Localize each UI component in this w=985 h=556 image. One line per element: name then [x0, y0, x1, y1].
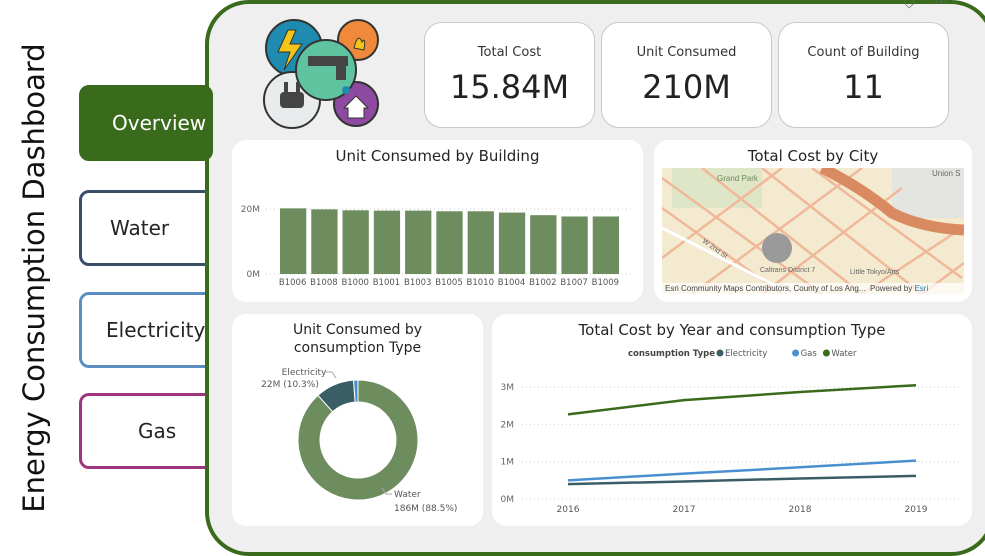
bar: [530, 215, 557, 274]
map-attribution: Esri Community Maps Contributors, County…: [662, 283, 964, 294]
donut-slice: [352, 379, 359, 403]
bar: [592, 216, 619, 274]
leader-line: [324, 371, 337, 379]
nav-label: Gas: [138, 419, 177, 443]
y-tick-label: 2M: [501, 420, 515, 430]
bar: [280, 208, 307, 274]
donut-slice: [297, 379, 419, 501]
x-tick-label: B1001: [373, 278, 400, 288]
x-tick-label: 2019: [905, 505, 928, 515]
series-line: [567, 474, 917, 486]
x-tick-label: B1008: [310, 278, 337, 288]
legend-marker: [822, 349, 830, 357]
dashboard-title: Energy Consumption Dashboard: [17, 43, 51, 513]
bar: [405, 210, 432, 274]
energy-logo: [263, 19, 379, 129]
leader-line: [381, 487, 392, 495]
filter-icon[interactable]: ⛉: [904, 0, 915, 12]
x-tick-label: B1002: [529, 278, 556, 288]
map-card: Total Cost by City Grand Park Union S W …: [654, 140, 972, 302]
bar: [436, 211, 463, 274]
chart-title: Total Cost by Year and consumption Type: [578, 321, 886, 339]
legend-title: consumption Type: [628, 349, 715, 359]
map-label: Union S: [932, 169, 960, 178]
faucet-icon: [295, 39, 357, 101]
map-bubble[interactable]: [762, 233, 792, 263]
bar: [311, 209, 338, 274]
legend-label: Gas: [801, 349, 818, 359]
bar: [498, 212, 526, 274]
bar: [467, 211, 494, 274]
kpi-total-cost: Total Cost 15.84M: [424, 22, 595, 128]
x-tick-label: B1000: [341, 278, 368, 288]
y-tick-label: 0M: [501, 495, 515, 505]
kpi-value: 210M: [642, 68, 731, 106]
line-chart: consumption Type Electricity Gas Water 0M 1M 2…: [501, 349, 962, 515]
x-tick-label: B1007: [560, 278, 587, 288]
x-tick-label: 2016: [557, 505, 580, 515]
x-tick-label: B1003: [404, 278, 431, 288]
legend-label: Water: [831, 349, 857, 359]
y-tick-label: 0M: [247, 270, 261, 280]
nav-overview-button[interactable]: Overview: [79, 85, 213, 161]
powered-by-text: Powered by: [869, 284, 915, 293]
more-options-icon[interactable]: ⋯: [934, 0, 948, 10]
bar: [342, 210, 369, 274]
nav-label: Water: [110, 216, 170, 240]
x-tick-label: B1009: [592, 278, 619, 288]
slice-label: Water: [394, 490, 421, 500]
kpi-building-count: Count of Building 11: [778, 22, 949, 128]
chart-title: Total Cost by City: [747, 147, 879, 165]
map-label: Grand Park: [717, 174, 759, 183]
donut-chart-card: Unit Consumed by consumption Type Electr…: [232, 314, 483, 526]
nav-label: Electricity: [106, 318, 206, 342]
slice-label: Electricity: [282, 368, 327, 378]
kpi-value: 15.84M: [449, 68, 570, 106]
bar: [373, 210, 401, 274]
kpi-value: 11: [843, 68, 884, 106]
bar-chart: 0M 20M B1006 B1008 B1000 B1001 B1003 B1005 B1010…: [241, 205, 632, 288]
kpi-label: Count of Building: [807, 45, 920, 60]
attribution-text: Esri Community Maps Contributors, County…: [665, 284, 866, 293]
series-line: [567, 459, 917, 482]
x-tick-label: B1010: [467, 278, 494, 288]
line-chart-card: Total Cost by Year and consumption Type …: [492, 314, 972, 526]
y-tick-label: 1M: [501, 458, 515, 468]
kpi-label: Unit Consumed: [636, 45, 737, 60]
y-tick-label: 3M: [501, 383, 515, 393]
x-tick-label: B1005: [435, 278, 462, 288]
donut-chart: Electricity 22M (10.3%) Water 186M (88.5%): [261, 368, 457, 514]
chart-title: Unit Consumed by Building: [335, 147, 540, 165]
bar: [561, 216, 588, 274]
nav-label: Overview: [112, 111, 207, 135]
x-tick-label: 2018: [789, 505, 812, 515]
city-map[interactable]: Grand Park Union S W 2nd St Caltrans Dis…: [662, 168, 964, 294]
legend-label: Electricity: [725, 349, 767, 359]
x-tick-label: 2017: [673, 505, 696, 515]
x-tick-label: B1004: [498, 278, 525, 288]
x-tick-label: B1006: [279, 278, 306, 288]
map-label: Little Tokyo/Arts: [850, 269, 900, 276]
kpi-unit-consumed: Unit Consumed 210M: [601, 22, 772, 128]
map-label: Caltrans District 7: [760, 267, 815, 274]
slice-value-label: 22M (10.3%): [261, 380, 319, 390]
legend-marker: [792, 349, 800, 357]
legend-marker: [716, 349, 724, 357]
bar-chart-card: Unit Consumed by Building 0M 20M B1006 B100…: [232, 140, 643, 302]
series-line: [567, 383, 917, 416]
chart-title: Unit Consumed by consumption Type: [292, 322, 423, 356]
slice-value-label: 186M (88.5%): [394, 504, 457, 514]
kpi-label: Total Cost: [477, 45, 542, 60]
y-tick-label: 20M: [241, 205, 260, 215]
esri-link[interactable]: Esri: [914, 284, 929, 293]
